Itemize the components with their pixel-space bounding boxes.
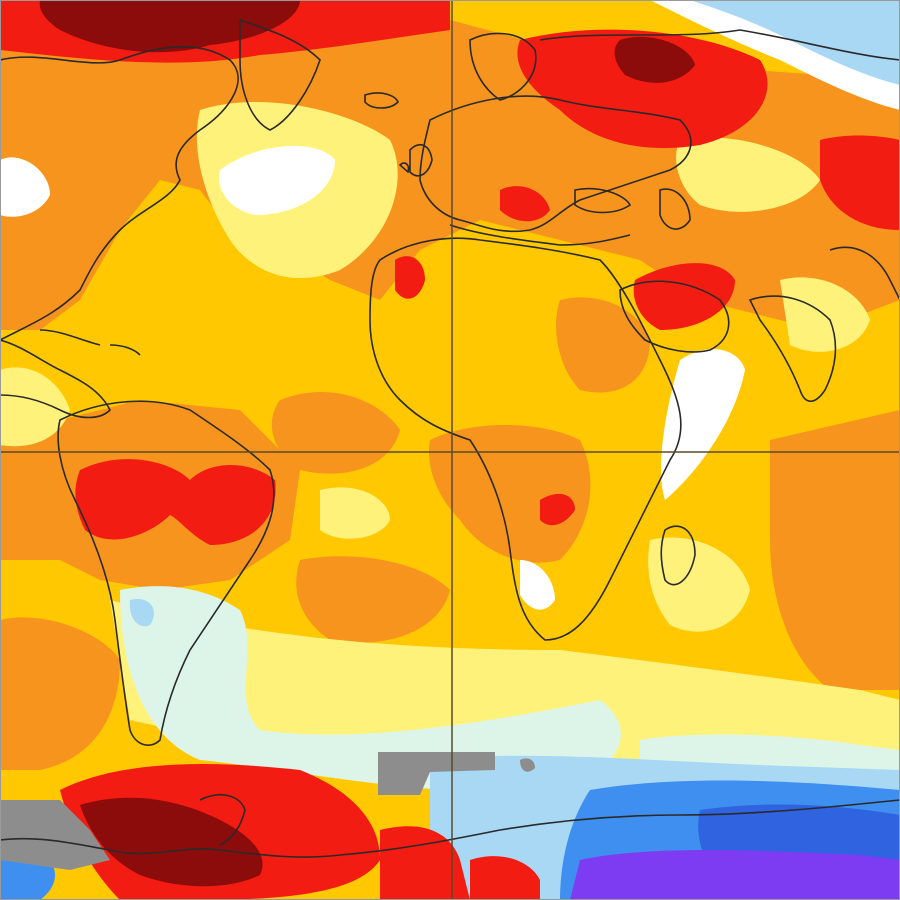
anomaly-pale-madagascar	[648, 537, 750, 632]
coast-africa	[369, 237, 682, 641]
coast-antarctica	[0, 799, 900, 858]
anomaly-red-morocco	[395, 256, 425, 299]
anomaly-orange-indian-ocean	[770, 410, 900, 690]
anomaly-pale-caribbean	[0, 367, 70, 447]
anomaly-red-east-asia	[820, 135, 900, 230]
coast-south-america	[57, 400, 275, 746]
coastlines	[0, 18, 900, 858]
no-data-regions	[0, 752, 535, 870]
coast-antarctic-peninsula	[199, 794, 246, 846]
coast-iceland	[364, 92, 399, 109]
coast-scandinavia	[469, 32, 537, 101]
anomaly-darkred-greenland	[39, 0, 300, 53]
anomaly-red-arabia	[633, 263, 735, 330]
coast-madagascar	[660, 525, 696, 586]
anomaly-red-antarctic-east	[470, 856, 540, 900]
coast-asia-north	[539, 29, 900, 61]
anomaly-orange-africa	[429, 425, 591, 563]
coast-central-america	[0, 339, 111, 419]
coast-uk	[398, 144, 433, 177]
anomaly-white-north-atlantic	[219, 146, 335, 215]
coast-black-caspian	[574, 187, 691, 230]
anomaly-white-and-mint	[0, 0, 900, 793]
nodata-se-antarctic	[520, 758, 535, 772]
anomaly-pale-southern-band	[110, 600, 900, 770]
coast-north-america	[0, 46, 239, 341]
anomaly-white-south-africa	[520, 560, 555, 610]
coast-india	[748, 295, 837, 403]
coast-europe	[419, 95, 692, 233]
coast-arabia	[619, 280, 730, 353]
nodata-sw-antarctic	[0, 800, 110, 870]
anomaly-white-arabian-sea	[660, 349, 745, 500]
anomaly-lightblue-arctic-ne	[690, 0, 900, 85]
coast-caribbean	[39, 329, 141, 356]
coast-mediterranean	[449, 224, 631, 246]
anomaly-white-canada	[0, 157, 50, 217]
anomaly-violet-antarctica	[570, 850, 900, 900]
anomaly-orange-atlantic	[271, 391, 400, 474]
anomaly-mint-southern-ocean	[120, 586, 621, 793]
anomaly-pale-central-asia	[676, 137, 820, 212]
anomaly-orange-south-atlantic	[296, 556, 450, 643]
anomaly-pale-mid-atlantic	[320, 487, 390, 539]
anomaly-darkred-siberia	[614, 36, 695, 83]
anomaly-red-south-atlantic-ice	[380, 826, 470, 900]
anomaly-red-amazon	[75, 459, 276, 545]
anomaly-red-balkans	[500, 186, 550, 222]
anomaly-darkred	[39, 0, 695, 887]
anomaly-orange-west-south	[0, 617, 120, 770]
anomaly-darkred-antarctica	[80, 797, 263, 887]
anomaly-red-east-africa	[540, 493, 575, 526]
anomaly-red-siberia	[517, 29, 768, 149]
coast-asia-east	[829, 246, 900, 301]
anomaly-lightblue-south-atlantic	[129, 599, 154, 627]
nodata-south-atlantic	[378, 752, 495, 795]
coast-greenland	[239, 18, 321, 131]
anomaly-orange-nile	[556, 297, 650, 393]
